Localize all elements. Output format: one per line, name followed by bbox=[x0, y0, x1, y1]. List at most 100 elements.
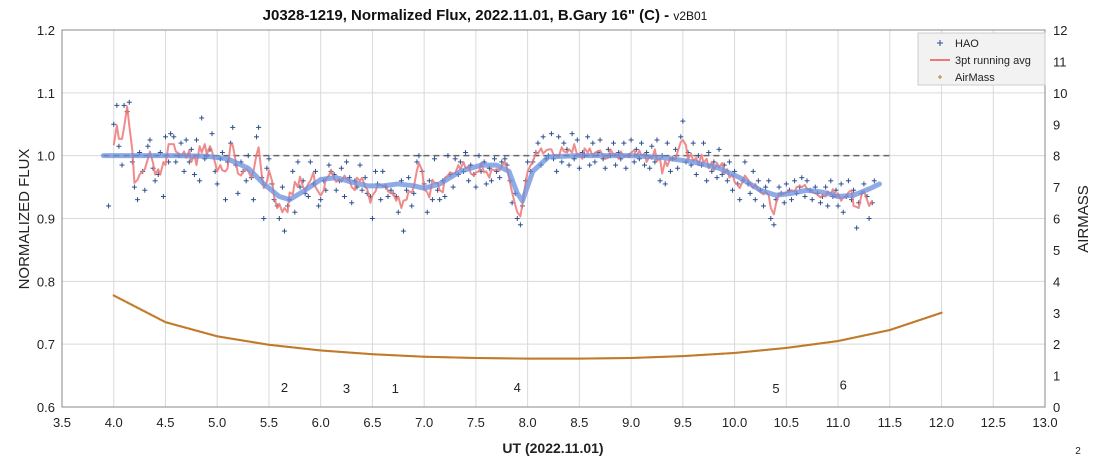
hao-point bbox=[590, 140, 596, 146]
airmass-point bbox=[588, 357, 591, 360]
airmass-point bbox=[198, 330, 201, 333]
airmass-point bbox=[692, 354, 695, 357]
airmass-point bbox=[633, 356, 636, 359]
hao-point bbox=[701, 140, 707, 146]
airmass-point bbox=[909, 322, 912, 325]
airmass-point bbox=[937, 312, 940, 315]
airmass-point bbox=[720, 352, 723, 355]
airmass-point bbox=[849, 337, 852, 340]
hao-point bbox=[235, 190, 241, 196]
airmass-point bbox=[314, 348, 317, 351]
airmass-point bbox=[495, 357, 498, 360]
airmass-point bbox=[543, 357, 546, 360]
airmass-point bbox=[386, 353, 389, 356]
airmass-point bbox=[526, 357, 529, 360]
airmass-point bbox=[362, 352, 365, 355]
airmass-point bbox=[870, 332, 873, 335]
y2-axis-label: AIRMASS bbox=[1075, 185, 1092, 253]
airmass-point bbox=[578, 357, 581, 360]
airmass-point bbox=[271, 344, 274, 347]
airmass-point bbox=[737, 351, 740, 354]
hao-point bbox=[730, 187, 736, 193]
airmass-point bbox=[940, 311, 943, 314]
airmass-point bbox=[662, 355, 665, 358]
hao-point bbox=[525, 159, 531, 165]
airmass-point bbox=[146, 311, 149, 314]
hao-point bbox=[119, 162, 125, 168]
hao-point bbox=[349, 200, 355, 206]
airmass-point bbox=[240, 339, 243, 342]
hao-point bbox=[621, 140, 627, 146]
airmass-point bbox=[522, 357, 525, 360]
airmass-point bbox=[906, 322, 909, 325]
airmass-point bbox=[738, 351, 741, 354]
airmass-point bbox=[626, 357, 629, 360]
hao-point bbox=[695, 153, 701, 159]
airmass-point bbox=[165, 321, 168, 324]
y2-tick-label: 9 bbox=[1053, 117, 1060, 132]
airmass-point bbox=[630, 356, 633, 359]
airmass-point bbox=[436, 356, 439, 359]
airmass-point bbox=[677, 355, 680, 358]
airmass-point bbox=[789, 346, 792, 349]
hao-point bbox=[706, 150, 712, 156]
airmass-point bbox=[844, 338, 847, 341]
hao-point bbox=[649, 143, 655, 149]
airmass-point bbox=[212, 334, 215, 337]
airmass-point bbox=[403, 354, 406, 357]
airmass-point bbox=[903, 324, 906, 327]
airmass-point bbox=[204, 332, 207, 335]
airmass-point bbox=[930, 315, 933, 318]
airmass-point bbox=[112, 294, 115, 297]
airmass-point bbox=[248, 340, 251, 343]
airmass-point bbox=[671, 355, 674, 358]
plot-area-border bbox=[61, 29, 1046, 408]
hao-point bbox=[106, 203, 112, 209]
airmass-point bbox=[393, 354, 396, 357]
x-tick-label: 5.5 bbox=[260, 415, 278, 430]
y-tick-label: 0.9 bbox=[37, 212, 55, 227]
airmass-point bbox=[595, 357, 598, 360]
hao-point bbox=[804, 178, 810, 184]
airmass-point bbox=[363, 352, 366, 355]
airmass-point bbox=[781, 347, 784, 350]
airmass-point bbox=[201, 331, 204, 334]
y2-tick-label: 1 bbox=[1053, 369, 1060, 384]
airmass-point bbox=[384, 353, 387, 356]
y2-tick-label: 6 bbox=[1053, 212, 1060, 227]
airmass-point bbox=[242, 339, 245, 342]
airmass-point bbox=[661, 355, 664, 358]
hao-point bbox=[209, 131, 215, 137]
airmass-point bbox=[289, 346, 292, 349]
y-tick-labels: 0.6 0.7 0.8 0.9 1.0 1.1 1.2 bbox=[37, 23, 55, 415]
airmass-point bbox=[839, 339, 842, 342]
airmass-point bbox=[320, 349, 323, 352]
airmass-point bbox=[752, 350, 755, 353]
airmass-point bbox=[755, 349, 758, 352]
hao-point bbox=[442, 194, 448, 200]
airmass-point bbox=[794, 345, 797, 348]
airmass-point bbox=[402, 354, 405, 357]
airmass-point bbox=[538, 357, 541, 360]
hao-point bbox=[488, 178, 494, 184]
airmass-point bbox=[702, 353, 705, 356]
airmass-point bbox=[174, 324, 177, 327]
airmass-point bbox=[579, 357, 582, 360]
airmass-point bbox=[658, 355, 661, 358]
airmass-point bbox=[932, 314, 935, 317]
airmass-point bbox=[552, 357, 555, 360]
hao-point bbox=[483, 181, 489, 187]
airmass-point bbox=[187, 327, 190, 330]
airmass-point bbox=[847, 337, 850, 340]
airmass-point bbox=[390, 354, 393, 357]
airmass-point bbox=[282, 345, 285, 348]
airmass-point bbox=[795, 345, 798, 348]
airmass-point bbox=[621, 357, 624, 360]
airmass-point bbox=[736, 351, 739, 354]
x-tick-label: 9.5 bbox=[674, 415, 692, 430]
airmass-point bbox=[214, 334, 217, 337]
airmass-point bbox=[199, 330, 202, 333]
airmass-point bbox=[341, 351, 344, 354]
airmass-point bbox=[283, 345, 286, 348]
y-tick-label: 0.6 bbox=[37, 400, 55, 415]
